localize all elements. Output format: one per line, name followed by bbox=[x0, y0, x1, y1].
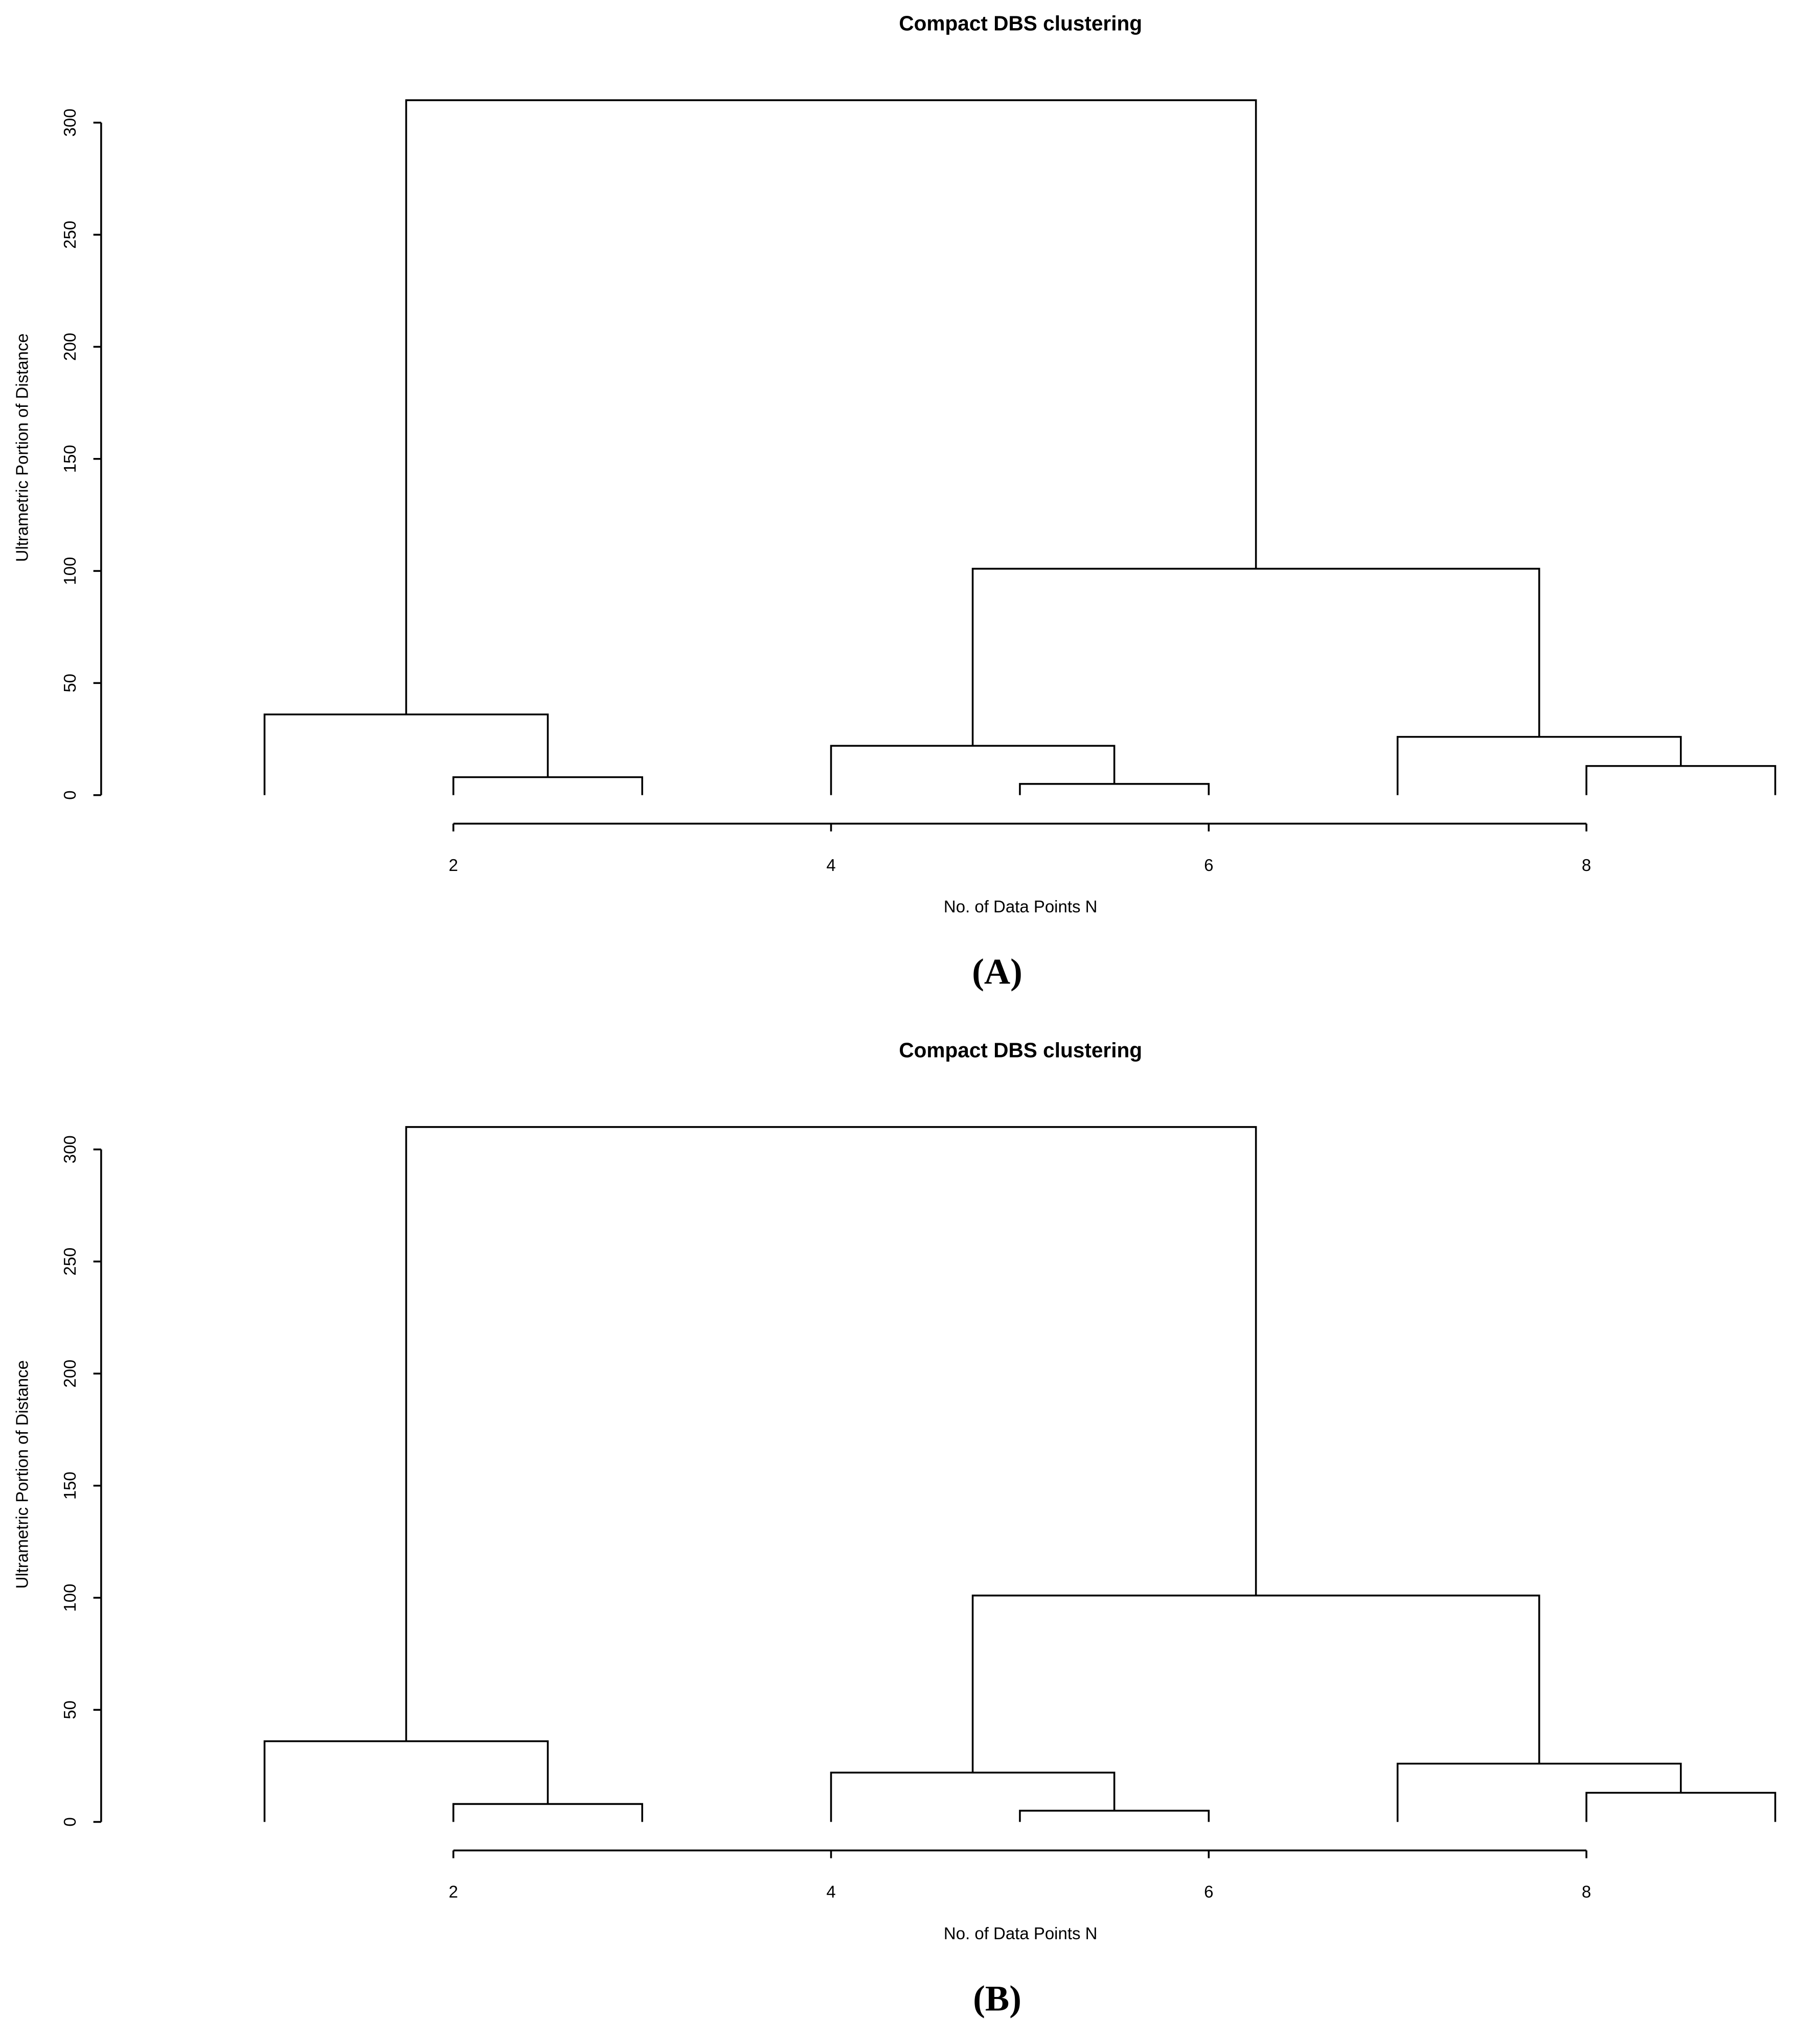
y-tick-label: 250 bbox=[60, 221, 79, 249]
y-tick-label: 200 bbox=[60, 333, 79, 361]
chart-panel: Compact DBS clustering No. of Data Points… bbox=[12, 1039, 1777, 2018]
dendrogram-link bbox=[263, 1740, 549, 1822]
dendrogram-link bbox=[452, 776, 643, 795]
panel-caption: (B) bbox=[973, 1979, 1021, 2018]
x-tick-label: 8 bbox=[1582, 856, 1591, 875]
x-tick-label: 4 bbox=[826, 1882, 835, 1901]
y-tick-label: 150 bbox=[60, 1472, 79, 1500]
chart-panel: Compact DBS clustering No. of Data Points… bbox=[12, 12, 1777, 992]
dendrogram-link bbox=[1585, 1792, 1777, 1822]
dendrogram-link bbox=[452, 1803, 643, 1822]
y-tick-label: 250 bbox=[60, 1248, 79, 1276]
y-tick-label: 50 bbox=[60, 674, 79, 693]
y-tick-label: 100 bbox=[60, 557, 79, 585]
dendrogram-link bbox=[971, 567, 1540, 746]
y-tick-label: 300 bbox=[60, 108, 79, 136]
x-axis-title: No. of Data Points N bbox=[944, 1924, 1098, 1943]
dendrogram-link bbox=[1019, 1809, 1210, 1822]
x-tick-label: 2 bbox=[449, 856, 458, 875]
y-axis-title: Ultrametric Portion of Distance bbox=[12, 1360, 31, 1589]
y-tick-label: 200 bbox=[60, 1360, 79, 1388]
dendrogram-link bbox=[1019, 783, 1210, 795]
dendrogram-link bbox=[830, 745, 1116, 795]
dendrogram-link bbox=[1585, 765, 1777, 795]
dendrogram-link bbox=[405, 99, 1257, 715]
chart-title: Compact DBS clustering bbox=[899, 1039, 1142, 1062]
chart-title: Compact DBS clustering bbox=[899, 12, 1142, 35]
y-tick-label: 0 bbox=[60, 790, 79, 799]
x-tick-label: 6 bbox=[1204, 1882, 1213, 1901]
x-tick-label: 8 bbox=[1582, 1882, 1591, 1901]
x-tick-label: 6 bbox=[1204, 856, 1213, 875]
dendrogram-link bbox=[971, 1594, 1540, 1773]
y-axis-title: Ultrametric Portion of Distance bbox=[12, 333, 31, 562]
y-tick-label: 100 bbox=[60, 1583, 79, 1612]
dendrogram-link bbox=[830, 1772, 1116, 1822]
dendrogram-link bbox=[263, 713, 549, 795]
x-tick-label: 2 bbox=[449, 1882, 458, 1901]
x-axis-title: No. of Data Points N bbox=[944, 897, 1098, 916]
panel-caption: (A) bbox=[972, 952, 1022, 992]
x-tick-label: 4 bbox=[826, 856, 835, 875]
y-tick-label: 50 bbox=[60, 1701, 79, 1719]
y-tick-label: 0 bbox=[60, 1817, 79, 1826]
y-tick-label: 300 bbox=[60, 1135, 79, 1163]
dendrogram-link bbox=[405, 1126, 1257, 1741]
y-tick-label: 150 bbox=[60, 445, 79, 473]
